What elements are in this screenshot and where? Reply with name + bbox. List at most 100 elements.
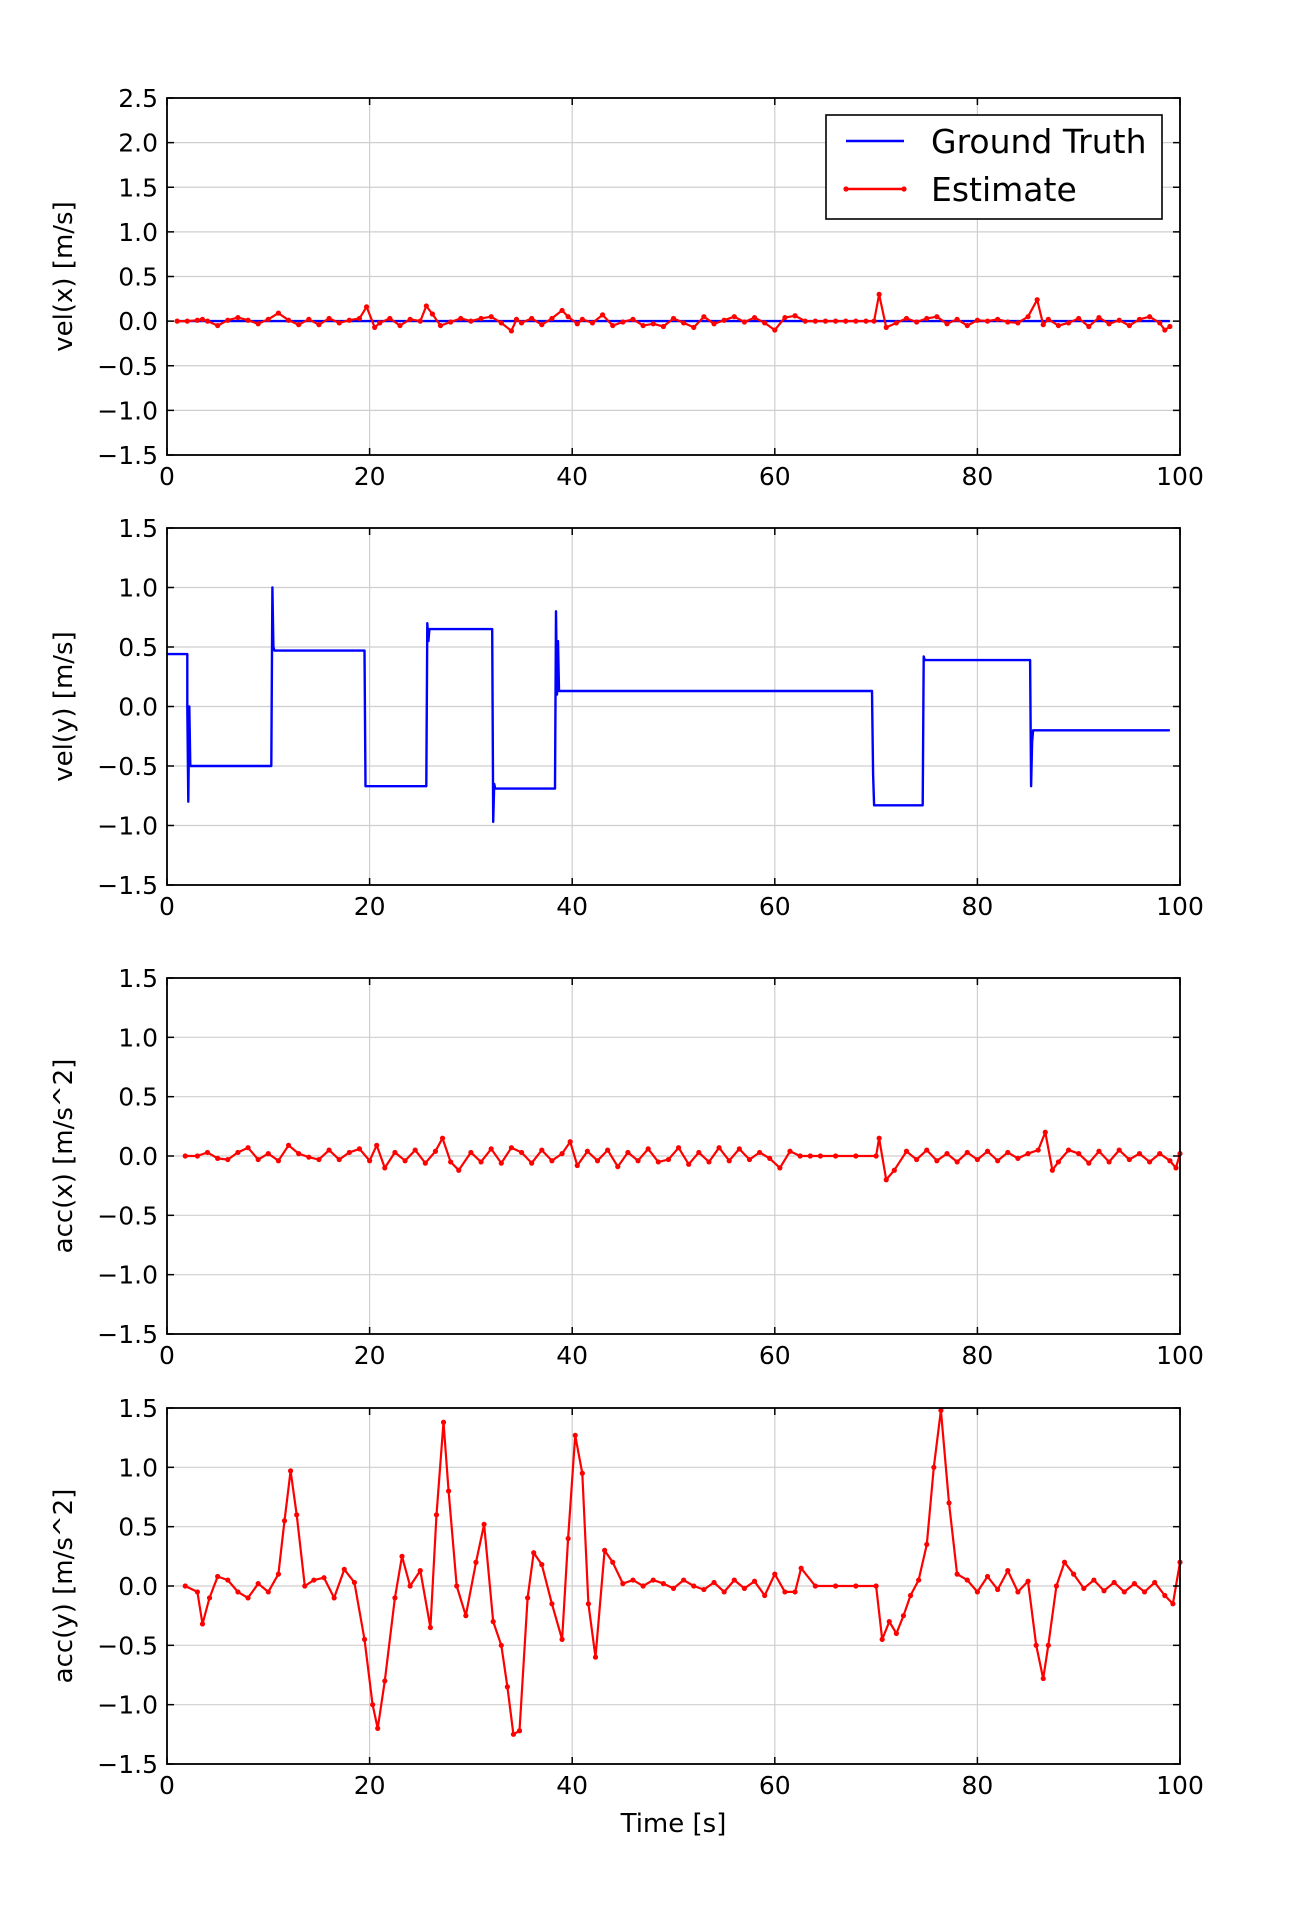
panel-1-point-47 <box>599 312 606 318</box>
panel-4-point-109 <box>1170 1601 1176 1607</box>
panel-3-point-40 <box>574 1162 580 1169</box>
panel-3: 0 20 40 60 80 100 −1.5 −1.0 −0.5 0.0 0.5 1.0 1.5 acc(… <box>49 964 1204 1370</box>
panel-3-point-44 <box>615 1164 621 1170</box>
panel-4-point-97 <box>1053 1583 1060 1589</box>
panel-3-point-8 <box>265 1151 271 1157</box>
panel-3-point-76 <box>954 1159 960 1165</box>
panel-3-point-97 <box>1157 1151 1163 1157</box>
panel-4-point-62 <box>711 1579 717 1586</box>
panel-1-point-32 <box>468 318 474 324</box>
panel-3-point-52 <box>696 1149 702 1156</box>
panel-3-point-69 <box>883 1177 889 1183</box>
panel-3-point-31 <box>488 1146 494 1152</box>
panel-3-point-60 <box>777 1165 783 1171</box>
panel-1-point-80 <box>924 315 930 322</box>
panel-4-point-23 <box>382 1678 388 1684</box>
panel-1-point-60 <box>731 314 737 320</box>
panel-1-point-84 <box>964 322 970 329</box>
panel-1-point-5 <box>215 322 221 329</box>
panel-1-point-26 <box>417 318 423 324</box>
panel-1-point-25 <box>407 316 413 322</box>
panel-4-point-82 <box>924 1541 930 1548</box>
panel-3-point-9 <box>275 1158 282 1164</box>
panel-3-point-63 <box>807 1153 813 1159</box>
panel-1-point-48 <box>610 322 616 329</box>
panel-1-point-22 <box>377 320 383 326</box>
panel-4-point-85 <box>946 1500 952 1506</box>
panel-4-point-43 <box>539 1562 545 1568</box>
panel-4-point-86 <box>954 1571 960 1577</box>
panel-3-point-51 <box>686 1161 692 1167</box>
panel-4-point-35 <box>481 1521 487 1527</box>
panel-3-point-20 <box>382 1165 388 1171</box>
panel-4-point-19 <box>351 1579 358 1586</box>
panel-3-point-21 <box>392 1149 398 1156</box>
panel-4-point-5 <box>225 1577 231 1583</box>
panel-1-point-70 <box>832 318 839 324</box>
panel-1-point-64 <box>772 327 778 333</box>
panel-4-point-11 <box>281 1518 288 1524</box>
panel-4-point-94 <box>1033 1642 1039 1648</box>
panel-3-point-95 <box>1136 1151 1143 1157</box>
panel-3-ytick-label-6: 1.5 <box>118 964 158 993</box>
panel-1-point-57 <box>701 314 707 320</box>
panel-3-point-92 <box>1106 1159 1112 1165</box>
panel-1-point-7 <box>235 314 241 321</box>
panel-1-point-51 <box>640 322 646 329</box>
panel-1-point-56 <box>691 324 697 330</box>
panel-4-point-55 <box>640 1583 646 1589</box>
panel-4-point-50 <box>592 1654 599 1660</box>
panel-1-point-44 <box>574 321 580 327</box>
panel-4-xtick-label-1: 20 <box>354 1771 386 1800</box>
panel-4-point-8 <box>255 1581 261 1587</box>
panel-4-point-36 <box>490 1619 496 1625</box>
panel-4-point-90 <box>995 1586 1001 1593</box>
panel-2-ytick-label-0: −1.5 <box>97 871 158 900</box>
panel-1-point-12 <box>285 317 292 323</box>
panel-3-point-85 <box>1042 1129 1048 1135</box>
panel-4-xlabel: Time [s] <box>620 1809 727 1839</box>
panel-1-point-30 <box>448 319 454 325</box>
panel-3-ylabel: acc(x) [m/s^2] <box>49 1059 79 1254</box>
panel-3-ytick-label-5: 1.0 <box>118 1023 158 1052</box>
panel-1-point-15 <box>316 322 322 328</box>
panel-3-point-84 <box>1035 1147 1041 1153</box>
panel-4-point-46 <box>565 1535 571 1542</box>
panel-3-ytick-label-4: 0.5 <box>118 1083 158 1112</box>
panel-4-point-71 <box>798 1565 804 1571</box>
panel-1-ytick-label-3: 0.0 <box>118 307 158 336</box>
panel-4-point-70 <box>792 1589 798 1595</box>
panel-4-ytick-label-0: −1.5 <box>97 1750 158 1779</box>
panel-4-point-22 <box>375 1725 381 1731</box>
panel-3-point-49 <box>665 1156 672 1163</box>
panel-3-point-77 <box>964 1149 970 1156</box>
panel-3-xtick-label-0: 0 <box>159 1341 175 1370</box>
panel-2-series-ground-truth-line <box>167 586 1170 824</box>
panel-4-point-102 <box>1101 1588 1107 1594</box>
panel-2-ytick-label-3: 0.0 <box>118 693 158 722</box>
panel-4-point-69 <box>782 1589 788 1595</box>
panel-1-point-35 <box>498 320 504 326</box>
panel-1-point-62 <box>751 314 758 321</box>
panel-4-point-26 <box>407 1583 413 1589</box>
panel-1-point-37 <box>513 316 520 322</box>
panel-4-series-estimate-line <box>184 1409 1182 1736</box>
panel-1-series-estimate-line <box>177 293 1171 332</box>
panel-4-point-104 <box>1121 1589 1127 1595</box>
panel-4-point-33 <box>463 1613 469 1619</box>
panel-4-point-49 <box>585 1601 592 1607</box>
panel-3-point-36 <box>539 1147 545 1153</box>
panel-1-point-9 <box>255 321 261 327</box>
panel-3-point-64 <box>817 1153 823 1159</box>
panel-1-point-13 <box>296 322 302 328</box>
panel-4-point-16 <box>321 1575 327 1581</box>
panel-1-point-36 <box>508 328 515 334</box>
panel-3-ytick-label-3: 0.0 <box>118 1142 158 1171</box>
panel-3-point-46 <box>635 1158 641 1164</box>
panel-1-point-94 <box>1055 322 1062 329</box>
panel-1-point-105 <box>1162 327 1168 333</box>
panel-4-point-60 <box>691 1583 697 1589</box>
panel-1-point-54 <box>670 315 677 322</box>
panel-4-point-12 <box>287 1468 294 1474</box>
panel-3-point-6 <box>245 1145 251 1151</box>
